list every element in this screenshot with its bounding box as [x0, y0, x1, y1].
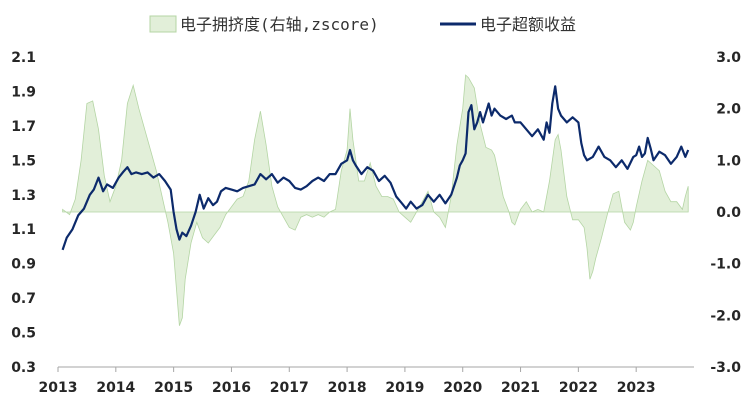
- x-tick-label: 2015: [154, 380, 193, 396]
- left-tick-label: 1.9: [11, 84, 36, 100]
- left-tick-label: 0.5: [11, 326, 36, 342]
- right-tick-label: 3.0: [716, 50, 741, 66]
- left-tick-label: 0.9: [11, 257, 36, 273]
- x-tick-label: 2016: [212, 380, 251, 396]
- excess-return-line: [61, 85, 690, 251]
- legend: 电子拥挤度(右轴,zscore) 电子超额收益: [149, 15, 576, 34]
- left-axis: 0.3 0.5 0.7 0.9 1.1 1.3 1.5 1.7 1.9 2.1: [11, 50, 36, 376]
- x-tick-label: 2018: [328, 380, 367, 396]
- x-tick-label: 2023: [617, 380, 656, 396]
- left-tick-label: 0.3: [11, 360, 36, 376]
- x-tick-label: 2014: [96, 380, 135, 396]
- right-tick-label: -2.0: [710, 308, 741, 324]
- excess-return-line-layer: [61, 85, 690, 251]
- legend-label-excess-return: 电子超额收益: [480, 15, 576, 34]
- right-tick-label: 1.0: [716, 153, 741, 169]
- x-tick-label: 2019: [385, 380, 424, 396]
- x-tick-label: 2021: [501, 380, 540, 396]
- x-tick-label: 2013: [39, 380, 78, 396]
- left-tick-label: 1.7: [11, 119, 36, 135]
- left-tick-label: 2.1: [11, 50, 36, 66]
- left-tick-label: 1.1: [11, 222, 36, 238]
- x-tick-label: 2020: [443, 380, 482, 396]
- legend-swatch-crowding: [149, 15, 177, 33]
- legend-label-crowding: 电子拥挤度(右轴,zscore): [180, 15, 379, 34]
- x-tick-label: 2017: [270, 380, 309, 396]
- right-tick-label: -3.0: [710, 360, 741, 376]
- crowding-area: [62, 74, 689, 326]
- x-tick-label: 2022: [559, 380, 598, 396]
- right-axis: -3.0 -2.0 -1.0 0.0 1.0 2.0 3.0: [710, 50, 741, 376]
- crowding-area-layer: [62, 74, 689, 326]
- left-tick-label: 0.7: [11, 291, 36, 307]
- right-tick-label: -1.0: [710, 257, 741, 273]
- left-tick-label: 1.5: [11, 153, 36, 169]
- right-tick-label: 2.0: [716, 102, 741, 118]
- x-axis: 2013 2014 2015 2016 2017 2018 2019 2020 2021 2022…: [39, 367, 656, 396]
- left-tick-label: 1.3: [11, 188, 36, 204]
- right-tick-label: 0.0: [716, 205, 741, 221]
